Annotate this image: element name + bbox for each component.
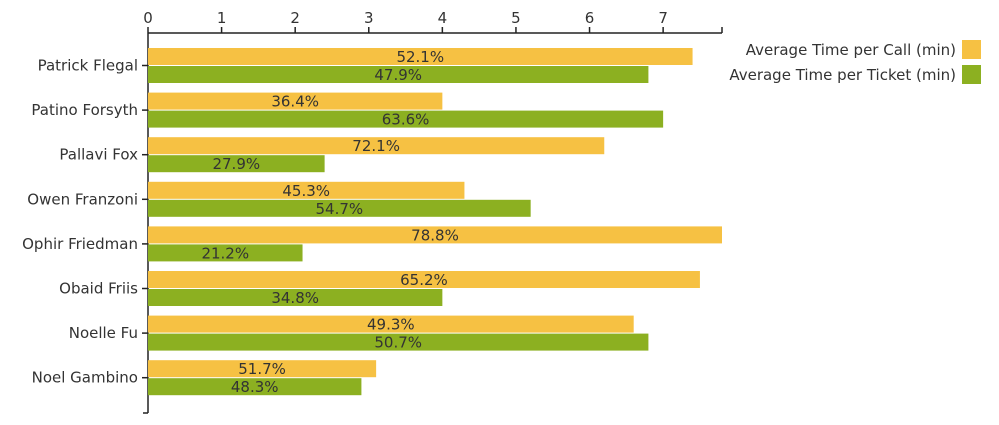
bar-ticket-time <box>148 199 531 217</box>
category-label: Obaid Friis <box>59 280 138 298</box>
bar-call-time <box>148 137 605 155</box>
x-tick-label: 2 <box>290 9 300 27</box>
bar-ticket-time <box>148 289 443 306</box>
data-label: 50.7% <box>374 334 422 352</box>
x-tick-label: 6 <box>585 9 595 27</box>
x-axis: 0 1 2 3 4 5 6 7 <box>143 9 723 34</box>
bar-call-time <box>148 360 377 378</box>
legend-swatch <box>962 65 981 84</box>
category-label: Owen Franzoni <box>27 190 138 208</box>
legend-label: Average Time per Ticket (min) <box>729 66 956 84</box>
data-label: 27.9% <box>212 155 260 173</box>
bar-call-time <box>148 226 722 244</box>
x-tick-label: 7 <box>658 9 668 27</box>
x-tick-label: 0 <box>143 9 153 27</box>
data-label: 47.9% <box>374 66 422 84</box>
legend-swatch <box>962 40 981 59</box>
data-label: 36.4% <box>271 93 319 111</box>
data-label: 63.6% <box>382 111 430 129</box>
data-label: 72.1% <box>352 137 400 155</box>
bar-ticket-time <box>148 155 325 173</box>
category-label: Patrick Flegal <box>38 57 138 75</box>
bar-call-time <box>148 48 693 65</box>
x-tick-label: 5 <box>511 9 521 27</box>
data-label: 21.2% <box>201 244 249 262</box>
category-label: Noel Gambino <box>32 369 138 387</box>
data-label: 51.7% <box>238 360 286 378</box>
x-tick-label: 1 <box>217 9 227 27</box>
data-label: 65.2% <box>400 271 448 289</box>
bar-ticket-time <box>148 378 362 396</box>
bar-ticket-time <box>148 110 664 128</box>
legend-label: Average Time per Call (min) <box>746 41 956 59</box>
data-label: 49.3% <box>367 316 415 334</box>
category-label: Patino Forsyth <box>31 101 138 119</box>
bar-ticket-time <box>148 244 303 262</box>
x-tick-label: 4 <box>438 9 448 27</box>
y-axis: Patrick Flegal Patino Forsyth Pallavi Fox O… <box>22 33 149 414</box>
bar-call-time <box>148 271 700 288</box>
bar-ticket-time <box>148 333 649 351</box>
category-label: Ophir Friedman <box>22 235 138 253</box>
data-label: 54.7% <box>316 200 364 218</box>
data-label: 48.3% <box>231 378 279 396</box>
category-label: Noelle Fu <box>69 324 138 342</box>
bar-call-time <box>148 315 634 333</box>
bar-call-time <box>148 181 465 199</box>
bars: 52.1%47.9% 36.4% 63.6% 72.1% 27.9% 45.3%54.7%… <box>148 48 722 396</box>
legend: Average Time per Call (min) Average Time … <box>729 40 981 84</box>
bar-ticket-time <box>148 66 649 83</box>
x-tick-label: 3 <box>364 9 374 27</box>
data-label: 45.3% <box>282 182 330 200</box>
data-label: 52.1% <box>396 48 444 66</box>
data-label: 78.8% <box>411 226 459 244</box>
category-label: Pallavi Fox <box>59 146 138 164</box>
bar-call-time <box>148 92 443 110</box>
data-label: 34.8% <box>271 289 319 307</box>
